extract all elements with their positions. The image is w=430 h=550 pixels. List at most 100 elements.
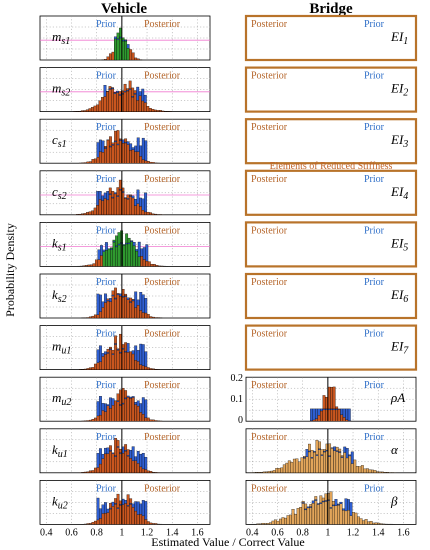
posterior-bar — [114, 438, 117, 473]
posterior-bar — [149, 471, 153, 473]
title-bridge: Bridge — [309, 1, 353, 17]
posterior-bar — [154, 213, 158, 215]
prior-bar — [129, 503, 133, 505]
prior-bar — [340, 456, 344, 458]
posterior-bar — [126, 449, 130, 473]
prior-bar — [126, 89, 130, 92]
posterior-bar — [142, 259, 146, 267]
x-tick-label: 0.6 — [65, 527, 78, 538]
posterior-bar — [96, 205, 100, 215]
posterior-bar — [78, 213, 82, 215]
posterior-bar — [129, 351, 133, 370]
posterior-bar — [86, 317, 90, 319]
posterior-bar — [134, 404, 138, 422]
posterior-bar — [136, 100, 140, 112]
prior-bar — [124, 350, 128, 353]
posterior-bar — [146, 521, 150, 525]
posterior-bar — [340, 414, 344, 422]
posterior-label: Posterior — [251, 122, 288, 133]
prior-bar — [116, 400, 120, 402]
parameter-label: ρA — [390, 390, 405, 405]
posterior-bar — [274, 519, 277, 525]
x-tick-label: 0.8 — [90, 527, 103, 538]
prior-bar — [109, 145, 112, 148]
posterior-bar — [266, 523, 270, 525]
posterior-bar — [93, 520, 97, 525]
posterior-bar — [93, 363, 97, 370]
posterior-bar — [114, 38, 117, 61]
posterior-bar — [134, 510, 138, 525]
posterior-bar — [141, 468, 145, 473]
posterior-bar — [140, 256, 144, 267]
posterior-bar — [114, 287, 117, 319]
highlight-frame — [244, 272, 418, 320]
prior-bar — [114, 297, 117, 300]
posterior-bar — [261, 522, 265, 525]
prior-bar — [115, 245, 118, 248]
posterior-bar — [324, 493, 328, 525]
y-axis-label: Probability Density — [3, 223, 17, 317]
prior-bar — [332, 408, 336, 411]
x-tick-label: 1 — [325, 527, 330, 538]
posterior-bar — [91, 159, 95, 164]
prior-bar — [310, 457, 314, 459]
posterior-bar — [135, 250, 139, 267]
posterior-bar — [141, 365, 145, 370]
posterior-bar — [98, 100, 102, 112]
posterior-bar — [116, 130, 120, 164]
posterior-bar — [113, 92, 117, 112]
highlight-frame — [244, 66, 418, 113]
posterior-bar — [151, 368, 155, 370]
posterior-bar — [312, 419, 316, 422]
posterior-bar — [114, 498, 117, 525]
posterior-bar — [345, 457, 349, 473]
posterior-label: Posterior — [144, 380, 181, 391]
posterior-bar — [126, 494, 130, 525]
posterior-bar — [149, 419, 153, 422]
posterior-bar — [374, 522, 378, 525]
posterior-bar — [277, 468, 281, 473]
posterior-bar — [147, 261, 151, 267]
prior-bar — [324, 500, 328, 502]
posterior-bar — [342, 510, 345, 525]
posterior-bar — [88, 211, 92, 215]
prior-bar — [116, 446, 120, 448]
posterior-bar — [124, 39, 128, 61]
posterior-bar — [106, 199, 110, 215]
posterior-bar — [148, 108, 152, 112]
posterior-bar — [383, 472, 387, 473]
posterior-bar — [379, 523, 383, 525]
prior-bar — [124, 397, 128, 400]
posterior-bar — [149, 212, 152, 215]
parameter-subscript: u2 — [58, 500, 68, 511]
posterior-bar — [113, 193, 117, 215]
prior-label: Prior — [364, 71, 385, 82]
posterior-bar — [112, 239, 116, 267]
posterior-bar — [316, 504, 320, 525]
posterior-bar — [124, 390, 128, 422]
highlight-frame — [244, 221, 418, 268]
prior-bar — [126, 455, 130, 457]
x-tick-label: 1.2 — [347, 527, 360, 538]
posterior-bar — [269, 522, 272, 525]
posterior-bar — [109, 53, 112, 61]
posterior-bar — [134, 360, 138, 370]
posterior-bar — [330, 448, 334, 473]
posterior-bar — [111, 191, 115, 215]
posterior-bar — [93, 207, 97, 215]
parameter-subscript: s2 — [61, 88, 70, 99]
posterior-label: Posterior — [251, 225, 288, 236]
prior-bar — [116, 195, 120, 197]
posterior-bar — [139, 514, 143, 525]
posterior-bar — [101, 513, 105, 525]
prior-bar — [116, 38, 120, 41]
highlight-frame — [244, 14, 418, 62]
posterior-bar — [149, 316, 153, 319]
prior-label: Prior — [364, 225, 385, 236]
posterior-bar — [155, 265, 159, 267]
posterior-bar — [81, 162, 85, 164]
posterior-bar — [99, 518, 102, 525]
posterior-bar — [365, 468, 369, 473]
posterior-bar — [129, 498, 133, 525]
posterior-bar — [90, 107, 94, 112]
